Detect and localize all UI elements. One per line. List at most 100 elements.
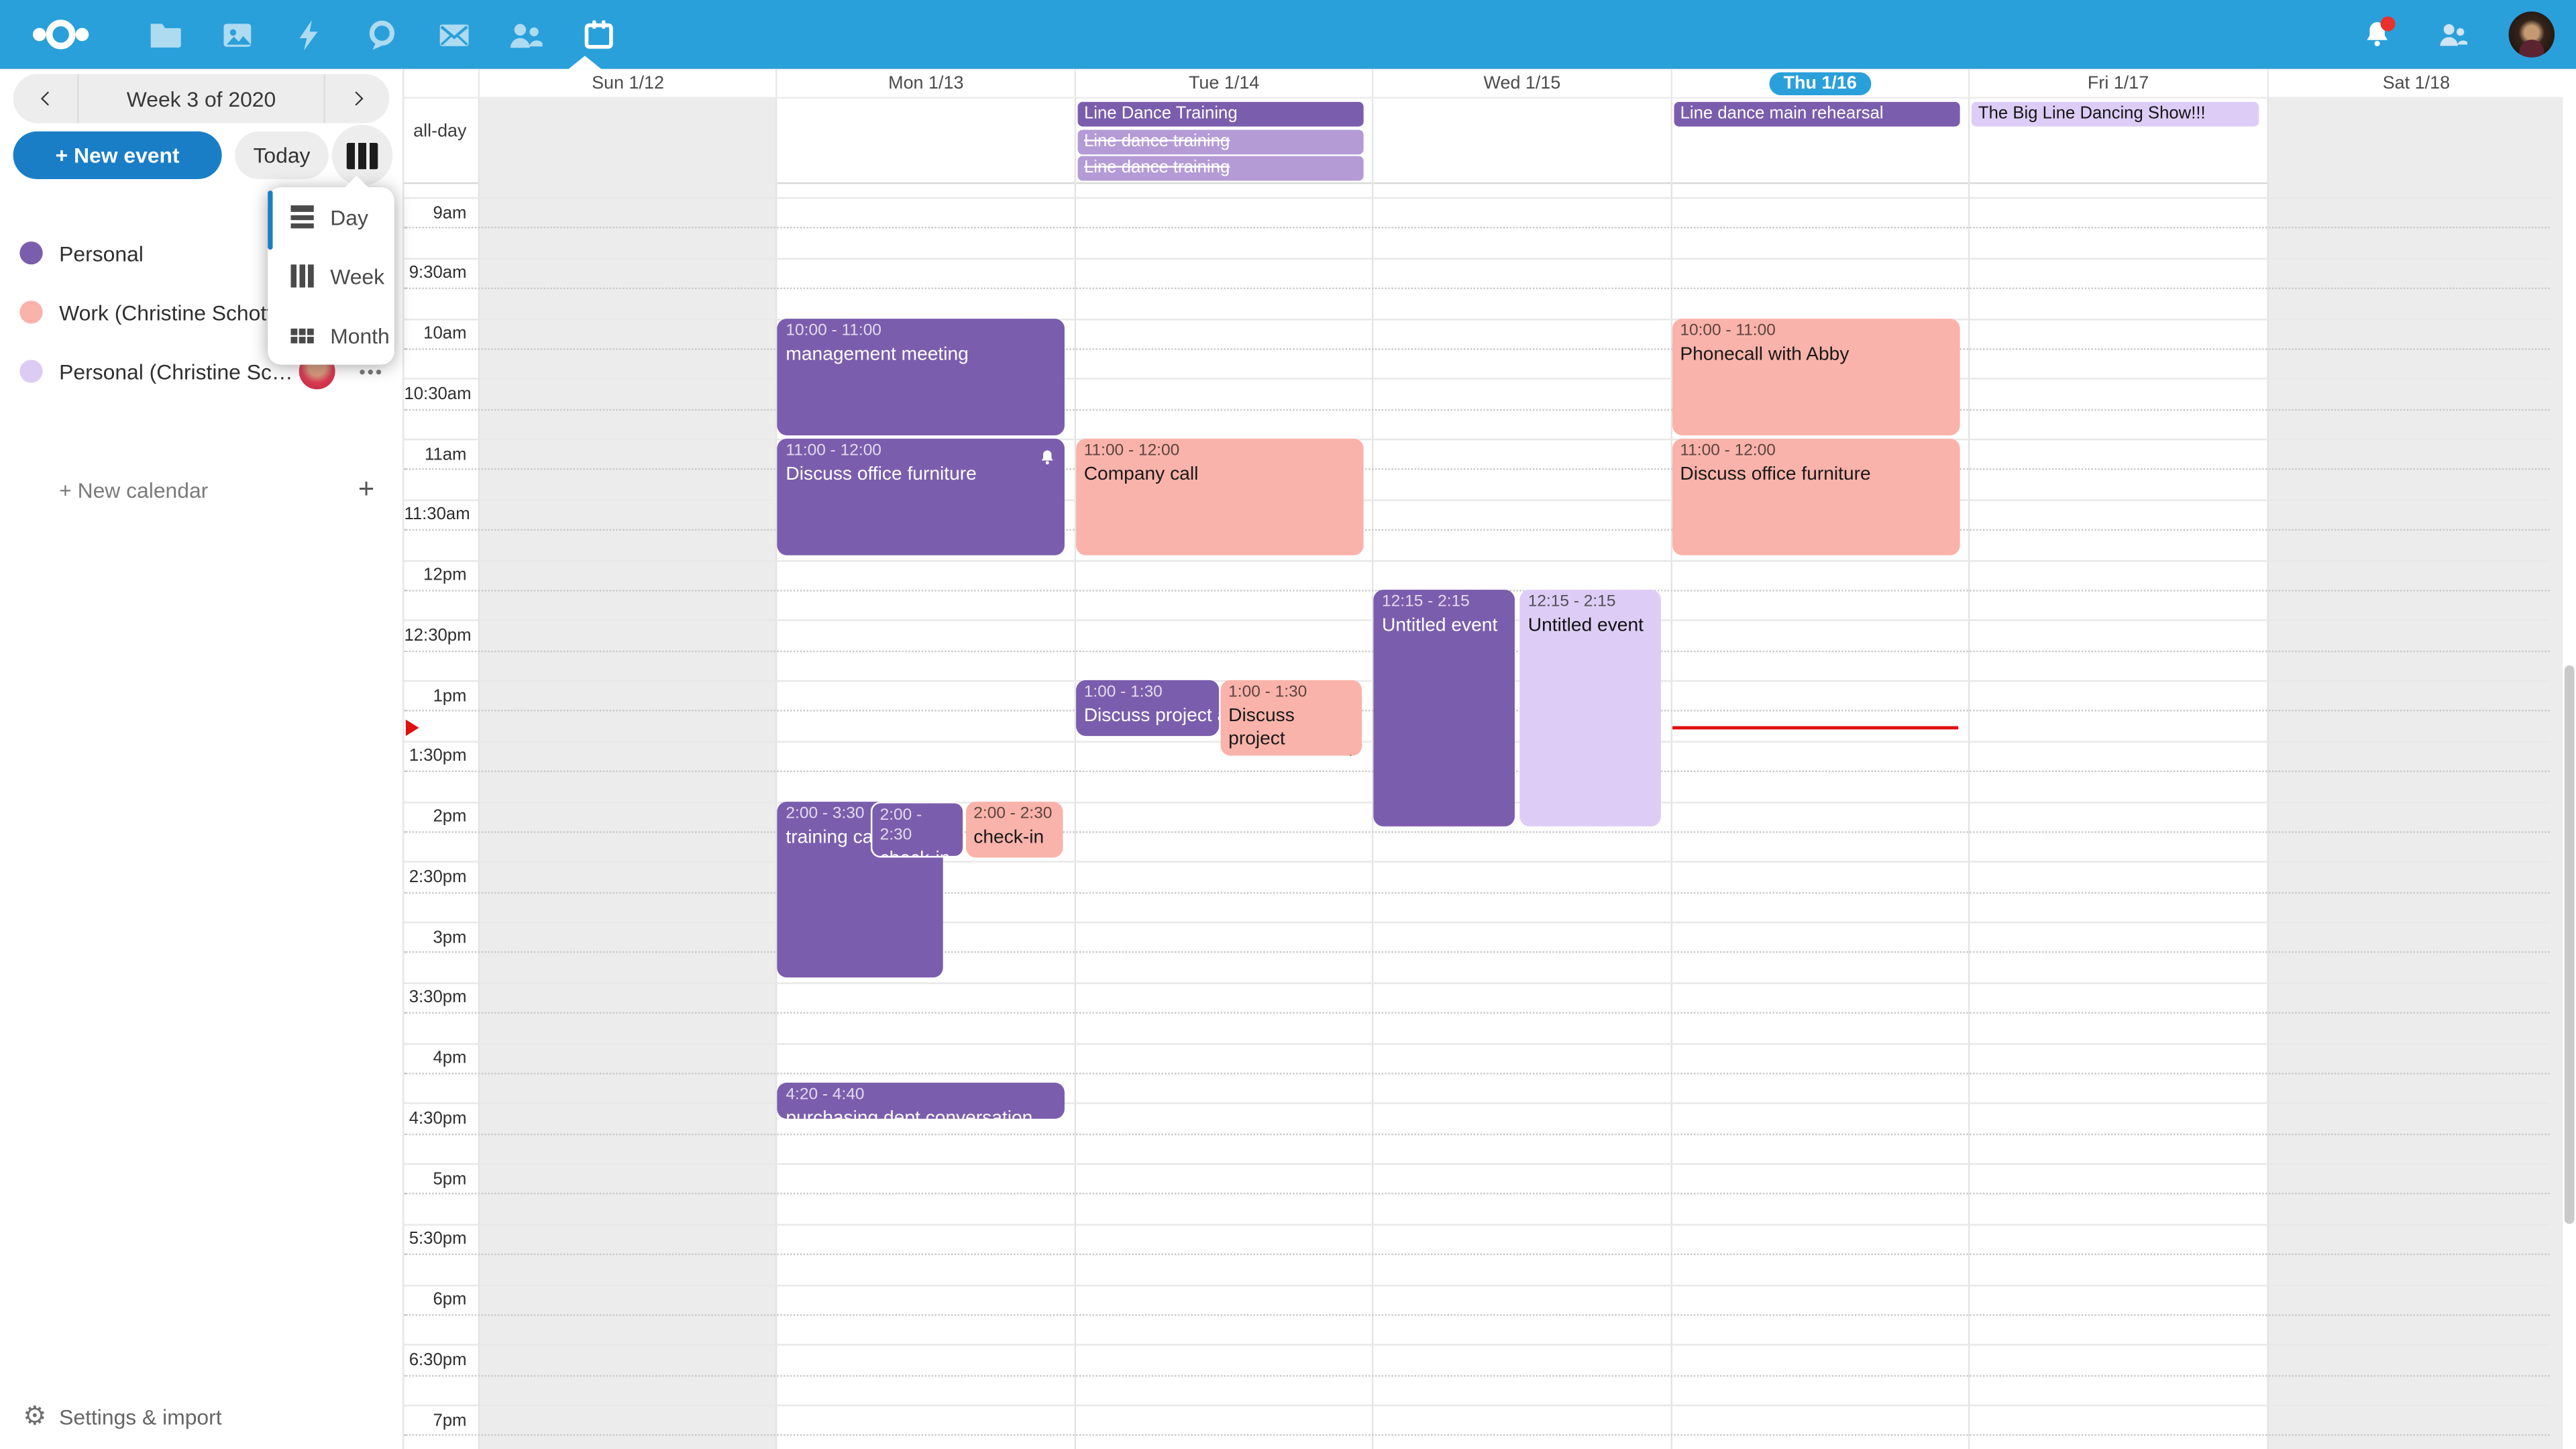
week-navigation: Week 3 of 2020 <box>13 74 390 123</box>
quarter-hour-line <box>404 1434 2550 1437</box>
event-title: check-in <box>973 827 1044 847</box>
calendar-color-dot <box>19 241 43 265</box>
event[interactable]: 1:00 - 1:30 Discuss project announcement <box>1075 680 1219 737</box>
photos-app-button[interactable] <box>201 0 273 69</box>
day-header[interactable]: Sat 1/18 <box>2266 68 2565 97</box>
day-header[interactable]: Sun 1/12 <box>478 68 776 97</box>
contacts-icon <box>510 23 543 48</box>
event-time: 4:20 - 4:40 <box>786 1085 865 1104</box>
day-column[interactable] <box>2266 184 2563 1449</box>
all-day-cell[interactable] <box>2266 98 2565 184</box>
all-day-cell[interactable] <box>1372 98 1670 184</box>
time-label: 1pm <box>433 686 467 706</box>
week-view-icon <box>290 264 314 288</box>
calendar-actions-menu[interactable] <box>360 368 365 374</box>
event[interactable]: 10:00 - 11:00 management meeting <box>777 317 1065 435</box>
day-column[interactable] <box>1968 184 2266 1449</box>
view-menu-item-month[interactable]: Month <box>268 306 394 365</box>
day-header[interactable]: Mon 1/13 <box>775 68 1074 97</box>
event[interactable]: 11:00 - 12:00 Discuss office furniture <box>777 438 1065 555</box>
day-header[interactable]: Thu 1/16 <box>1670 68 1968 97</box>
new-calendar-button[interactable]: + New calendar + <box>0 467 402 513</box>
settings-import-button[interactable]: ⚙ Settings & import <box>0 1393 402 1440</box>
event[interactable]: 1:00 - 1:30 Discuss project announcement <box>1220 680 1362 756</box>
day-column[interactable] <box>775 184 1074 1449</box>
contacts-app-button[interactable] <box>490 0 562 69</box>
hour-line <box>404 1404 2550 1407</box>
contacts-menu-button[interactable] <box>2433 15 2473 54</box>
event[interactable]: 11:00 - 12:00 Discuss office furniture <box>1672 438 1960 555</box>
day-header-label: Fri 1/17 <box>2087 72 2149 93</box>
notifications-button[interactable] <box>2357 15 2397 54</box>
view-switcher-button[interactable] <box>331 125 393 186</box>
all-day-event[interactable]: Line dance training <box>1077 156 1364 181</box>
nextcloud-logo[interactable] <box>23 16 99 52</box>
day-header[interactable]: Wed 1/15 <box>1372 68 1670 97</box>
quarter-hour-line <box>404 830 2550 833</box>
event[interactable]: 2:00 - 2:30 check-in <box>965 800 1064 857</box>
all-day-event[interactable]: Line dance main rehearsal <box>1673 101 1960 127</box>
all-day-cell[interactable]: The Big Line Dancing Show!!! <box>1968 98 2266 184</box>
day-column[interactable] <box>1074 184 1372 1449</box>
new-calendar-label: + New calendar <box>59 477 209 502</box>
all-day-event[interactable]: Line dance training <box>1077 129 1364 154</box>
hour-line <box>404 1042 2550 1044</box>
day-header[interactable]: Fri 1/17 <box>1968 68 2266 97</box>
all-day-cell[interactable]: Line dance main rehearsal <box>1670 98 1968 184</box>
event-time: 11:00 - 12:00 <box>1680 441 1776 460</box>
all-day-cell[interactable] <box>775 98 1074 184</box>
view-menu-item-week[interactable]: Week <box>268 246 394 305</box>
previous-week-button[interactable] <box>13 74 79 123</box>
plus-icon[interactable]: + <box>358 473 375 504</box>
event-column: 11:00 - 12:00 Company call 1:00 - 1:30 Disc… <box>1074 184 1372 1449</box>
quarter-hour-line <box>404 1313 2550 1316</box>
quarter-hour-line <box>404 1012 2550 1014</box>
hour-line <box>404 1102 2550 1105</box>
hour-line <box>404 317 2550 320</box>
event-time: 1:00 - 1:30 <box>1228 683 1307 702</box>
all-day-event[interactable]: The Big Line Dancing Show!!! <box>1972 101 2259 127</box>
settings-label: Settings & import <box>59 1403 222 1429</box>
all-day-cell[interactable] <box>478 98 776 184</box>
calendar-list-item[interactable]: Personal <box>0 230 402 276</box>
day-column[interactable] <box>1670 184 1968 1449</box>
time-label: 10am <box>423 323 467 343</box>
next-week-button[interactable] <box>323 74 389 123</box>
all-day-event[interactable]: Line Dance Training <box>1077 101 1364 127</box>
event[interactable]: 12:15 - 2:15 Untitled event <box>1519 589 1662 827</box>
day-column[interactable] <box>478 184 776 1449</box>
day-header[interactable]: Tue 1/14 <box>1074 68 1372 97</box>
calendar-app-button[interactable] <box>562 0 635 69</box>
quarter-hour-line <box>404 1132 2550 1135</box>
event-title: management meeting <box>786 344 969 364</box>
photos-icon <box>223 23 251 46</box>
calendar-list-item[interactable]: Work (Christine Schott) <box>0 289 402 335</box>
event-time: 11:00 - 12:00 <box>786 441 881 460</box>
event-time: 10:00 - 11:00 <box>786 321 881 339</box>
view-menu-popover: Day Week Month <box>268 175 394 365</box>
event[interactable]: 12:15 - 2:15 Untitled event <box>1373 589 1515 827</box>
mail-app-button[interactable] <box>417 0 490 69</box>
today-button[interactable]: Today <box>235 131 329 179</box>
activity-app-button[interactable] <box>273 0 345 69</box>
popover-scrollbar[interactable] <box>268 191 273 250</box>
event[interactable]: 11:00 - 12:00 Company call <box>1075 438 1364 555</box>
event[interactable]: 4:20 - 4:40 purchasing dept conversation <box>777 1082 1065 1119</box>
week-label[interactable]: Week 3 of 2020 <box>126 86 276 111</box>
day-column[interactable] <box>1372 184 1670 1449</box>
scrollbar-thumb[interactable] <box>2564 665 2575 1224</box>
day-header-label: Sat 1/18 <box>2382 72 2451 93</box>
time-label: 3:30pm <box>409 987 467 1008</box>
files-app-button[interactable] <box>128 0 201 69</box>
time-label: 10:30am <box>404 384 472 404</box>
event[interactable]: 10:00 - 11:00 Phonecall with Abby <box>1672 317 1960 435</box>
event[interactable]: 2:00 - 2:30 check-in <box>869 800 964 857</box>
user-avatar[interactable] <box>2509 11 2555 58</box>
view-menu-item-day[interactable]: Day <box>268 187 394 246</box>
new-event-button[interactable]: + New event <box>13 131 222 179</box>
month-view-icon <box>290 327 298 335</box>
all-day-cell[interactable]: Line Dance Training Line dance training Li… <box>1074 98 1372 184</box>
hour-line <box>404 1223 2550 1226</box>
day-header-label: Wed 1/15 <box>1483 72 1561 93</box>
talk-app-button[interactable] <box>345 0 417 69</box>
